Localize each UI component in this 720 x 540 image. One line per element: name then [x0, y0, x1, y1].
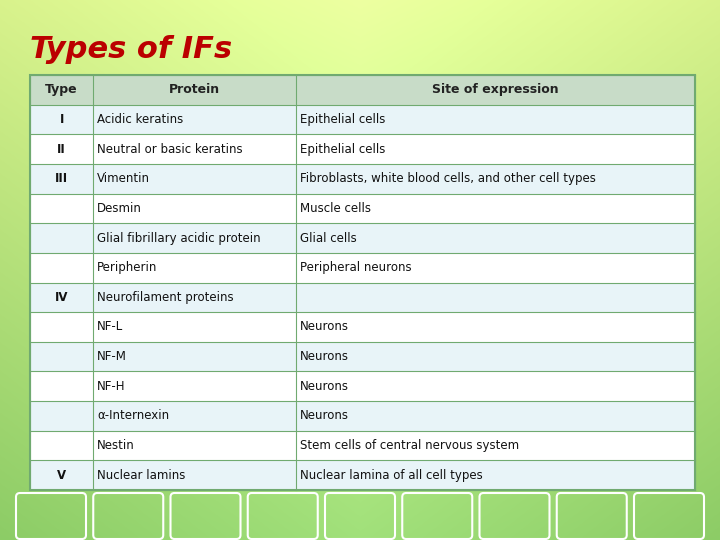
Bar: [30, 431, 695, 461]
Text: Glial cells: Glial cells: [300, 232, 356, 245]
Text: Neurons: Neurons: [300, 380, 349, 393]
Text: Epithelial cells: Epithelial cells: [300, 143, 385, 156]
Text: III: III: [55, 172, 68, 185]
Text: Muscle cells: Muscle cells: [300, 202, 371, 215]
Bar: [30, 134, 695, 164]
Text: II: II: [57, 143, 66, 156]
Bar: [30, 75, 695, 105]
Bar: [30, 401, 695, 431]
Bar: [30, 282, 695, 312]
Text: I: I: [60, 113, 64, 126]
Text: V: V: [57, 469, 66, 482]
Text: NF-H: NF-H: [97, 380, 126, 393]
Text: Peripherin: Peripherin: [97, 261, 158, 274]
Text: Acidic keratins: Acidic keratins: [97, 113, 184, 126]
Text: Stem cells of central nervous system: Stem cells of central nervous system: [300, 439, 519, 452]
Text: NF-M: NF-M: [97, 350, 127, 363]
Text: Fibroblasts, white blood cells, and other cell types: Fibroblasts, white blood cells, and othe…: [300, 172, 596, 185]
Bar: [30, 372, 695, 401]
Bar: [30, 75, 695, 490]
Text: Neurons: Neurons: [300, 409, 349, 422]
Text: Neurofilament proteins: Neurofilament proteins: [97, 291, 234, 304]
Bar: [30, 223, 695, 253]
Text: Nuclear lamins: Nuclear lamins: [97, 469, 186, 482]
Text: Protein: Protein: [169, 83, 220, 96]
Text: Nuclear lamina of all cell types: Nuclear lamina of all cell types: [300, 469, 482, 482]
Bar: [30, 105, 695, 134]
Bar: [30, 312, 695, 342]
Text: Neurons: Neurons: [300, 350, 349, 363]
Text: Types of IFs: Types of IFs: [30, 35, 232, 64]
Text: Type: Type: [45, 83, 78, 96]
Text: IV: IV: [55, 291, 68, 304]
Text: Peripheral neurons: Peripheral neurons: [300, 261, 412, 274]
Text: Nestin: Nestin: [97, 439, 135, 452]
Bar: [30, 193, 695, 223]
Text: Neurons: Neurons: [300, 320, 349, 334]
Text: Site of expression: Site of expression: [432, 83, 559, 96]
Bar: [30, 461, 695, 490]
Text: Glial fibrillary acidic protein: Glial fibrillary acidic protein: [97, 232, 261, 245]
Bar: [30, 342, 695, 372]
Text: Epithelial cells: Epithelial cells: [300, 113, 385, 126]
Bar: [30, 253, 695, 282]
Text: α-Internexin: α-Internexin: [97, 409, 169, 422]
Text: Vimentin: Vimentin: [97, 172, 150, 185]
Text: Neutral or basic keratins: Neutral or basic keratins: [97, 143, 243, 156]
Text: Desmin: Desmin: [97, 202, 142, 215]
Text: NF-L: NF-L: [97, 320, 123, 334]
Bar: [30, 164, 695, 193]
